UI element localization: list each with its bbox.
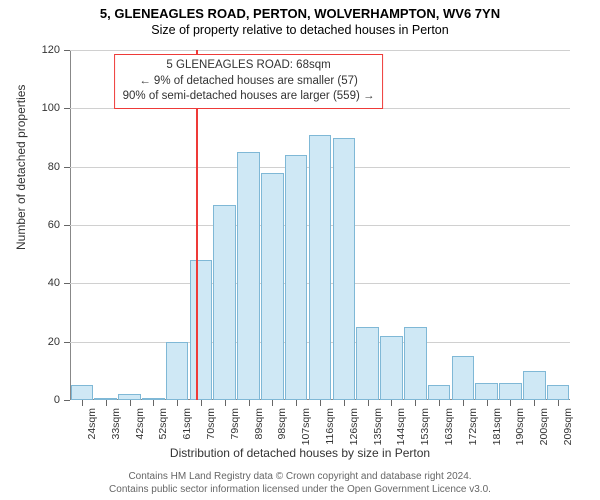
x-tick <box>272 400 273 406</box>
x-tick-label: 52sqm <box>157 408 169 440</box>
x-tick <box>153 400 154 406</box>
x-tick <box>320 400 321 406</box>
histogram-bar <box>285 155 308 400</box>
x-tick <box>439 400 440 406</box>
histogram-bar <box>237 152 260 400</box>
x-tick-label: 42sqm <box>134 408 146 440</box>
x-tick <box>463 400 464 406</box>
x-tick-label: 33sqm <box>110 408 122 440</box>
x-tick <box>225 400 226 406</box>
histogram-bar <box>452 356 475 400</box>
annotation-line: 90% of semi-detached houses are larger (… <box>123 89 375 105</box>
x-tick <box>130 400 131 406</box>
gridline <box>70 50 570 51</box>
histogram-bar <box>261 173 284 401</box>
x-tick <box>391 400 392 406</box>
y-tick-label: 0 <box>54 394 60 406</box>
x-tick-label: 200sqm <box>538 408 550 445</box>
histogram-bar <box>380 336 403 400</box>
y-axis-label: Number of detached properties <box>14 85 28 250</box>
x-tick <box>82 400 83 406</box>
x-tick-label: 181sqm <box>491 408 503 445</box>
x-tick <box>296 400 297 406</box>
x-tick-label: 153sqm <box>419 408 431 445</box>
x-tick <box>249 400 250 406</box>
x-tick-label: 135sqm <box>372 408 384 445</box>
x-tick-label: 126sqm <box>348 408 360 445</box>
histogram-bar <box>71 385 94 400</box>
y-tick-label: 40 <box>48 277 60 289</box>
y-tick <box>64 167 70 168</box>
y-tick-label: 80 <box>48 161 60 173</box>
chart-container: 5, GLENEAGLES ROAD, PERTON, WOLVERHAMPTO… <box>0 0 600 500</box>
y-tick <box>64 342 70 343</box>
annotation-line: ← 9% of detached houses are smaller (57) <box>123 74 375 90</box>
x-tick-label: 144sqm <box>395 408 407 445</box>
x-tick-label: 89sqm <box>253 408 265 440</box>
y-tick-label: 60 <box>48 219 60 231</box>
x-tick <box>487 400 488 406</box>
x-tick-label: 79sqm <box>229 408 241 440</box>
x-tick-label: 163sqm <box>443 408 455 445</box>
chart-title: 5, GLENEAGLES ROAD, PERTON, WOLVERHAMPTO… <box>0 0 600 21</box>
footer-line2: Contains public sector information licen… <box>0 483 600 496</box>
histogram-bar <box>404 327 427 400</box>
histogram-bar <box>190 260 213 400</box>
histogram-bar <box>213 205 236 400</box>
x-tick <box>201 400 202 406</box>
y-tick-label: 120 <box>42 44 60 56</box>
x-tick <box>344 400 345 406</box>
x-tick <box>534 400 535 406</box>
x-tick <box>415 400 416 406</box>
x-axis-label: Distribution of detached houses by size … <box>0 446 600 460</box>
x-tick-label: 70sqm <box>205 408 217 440</box>
footer-line1: Contains HM Land Registry data © Crown c… <box>0 470 600 483</box>
histogram-bar <box>499 383 522 401</box>
annotation-box: 5 GLENEAGLES ROAD: 68sqm← 9% of detached… <box>114 54 384 109</box>
x-tick-label: 209sqm <box>562 408 574 445</box>
annotation-line: 5 GLENEAGLES ROAD: 68sqm <box>123 58 375 74</box>
y-tick-label: 100 <box>42 102 60 114</box>
x-tick-label: 116sqm <box>324 408 336 445</box>
x-tick-label: 190sqm <box>514 408 526 445</box>
histogram-bar <box>547 385 570 400</box>
x-tick <box>368 400 369 406</box>
chart-subtitle: Size of property relative to detached ho… <box>0 21 600 37</box>
y-tick <box>64 225 70 226</box>
x-tick-label: 61sqm <box>181 408 193 440</box>
x-tick-label: 98sqm <box>276 408 288 440</box>
y-tick <box>64 400 70 401</box>
footer-attribution: Contains HM Land Registry data © Crown c… <box>0 470 600 496</box>
histogram-bar <box>356 327 379 400</box>
y-tick <box>64 108 70 109</box>
histogram-bar <box>333 138 356 401</box>
plot-area: 02040608010012024sqm33sqm42sqm52sqm61sqm… <box>70 50 570 400</box>
histogram-bar <box>523 371 546 400</box>
histogram-bar <box>475 383 498 401</box>
y-tick-label: 20 <box>48 336 60 348</box>
y-tick <box>64 283 70 284</box>
x-tick <box>177 400 178 406</box>
x-tick <box>510 400 511 406</box>
histogram-bar <box>166 342 189 400</box>
histogram-bar <box>309 135 332 400</box>
x-tick <box>106 400 107 406</box>
histogram-bar <box>428 385 451 400</box>
x-tick-label: 107sqm <box>300 408 312 445</box>
x-tick-label: 172sqm <box>467 408 479 445</box>
y-tick <box>64 50 70 51</box>
x-tick <box>558 400 559 406</box>
x-tick-label: 24sqm <box>86 408 98 440</box>
